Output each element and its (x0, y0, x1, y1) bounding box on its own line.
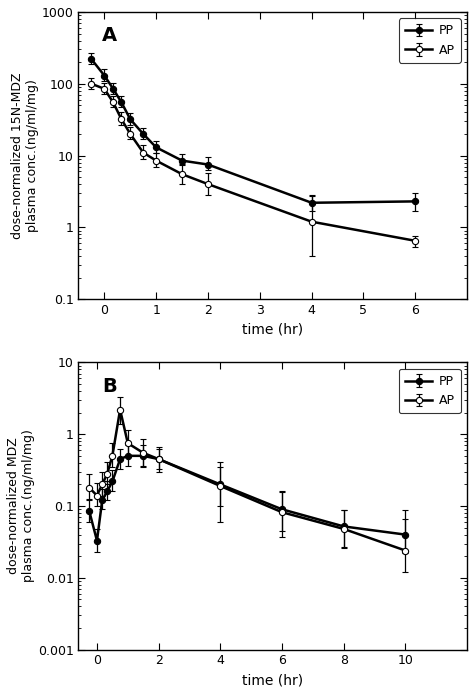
Text: B: B (102, 377, 117, 396)
Y-axis label: dose-normalized 15N-MDZ
plasma conc.(ng/ml/mg): dose-normalized 15N-MDZ plasma conc.(ng/… (11, 72, 39, 239)
Legend: PP, AP: PP, AP (399, 18, 461, 63)
Text: A: A (102, 26, 117, 45)
Legend: PP, AP: PP, AP (399, 369, 461, 414)
X-axis label: time (hr): time (hr) (242, 323, 303, 337)
Y-axis label: dose-normalized MDZ
plasma conc.(ng/ml/mg): dose-normalized MDZ plasma conc.(ng/ml/m… (7, 430, 35, 582)
X-axis label: time (hr): time (hr) (242, 673, 303, 687)
